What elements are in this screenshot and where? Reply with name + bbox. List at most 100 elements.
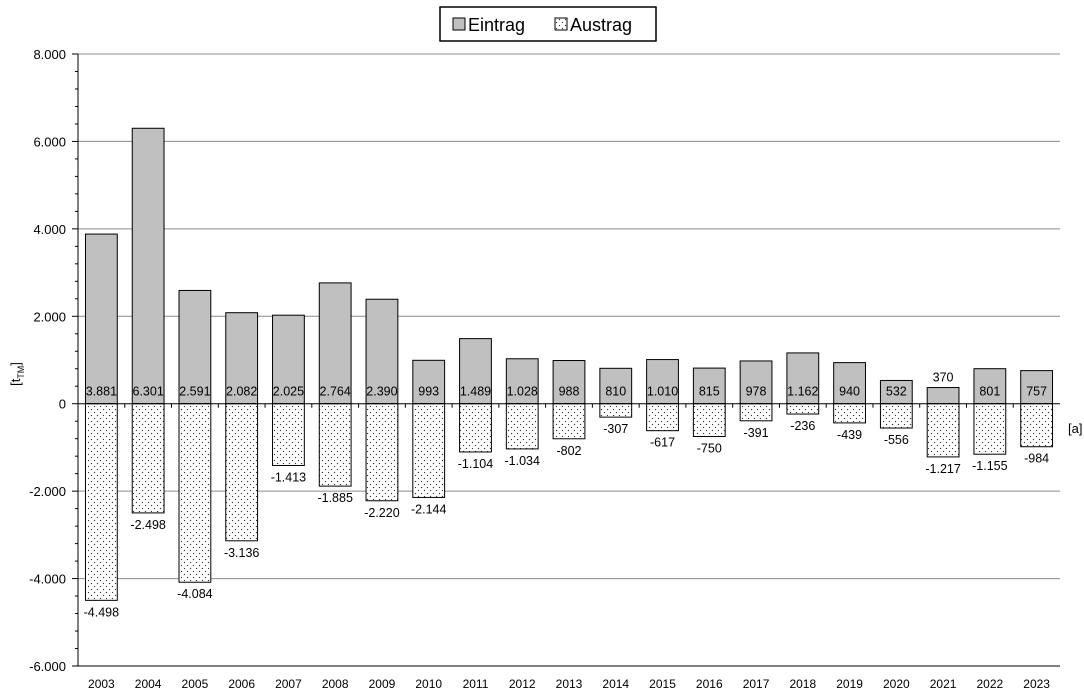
data-label-austrag: -1.104 (458, 457, 493, 471)
bar-eintrag (318, 282, 352, 405)
bar-eintrag (833, 362, 866, 405)
legend-box (439, 6, 657, 42)
bar-eintrag (692, 367, 726, 405)
x-tick-label: 2020 (883, 677, 910, 689)
bar-austrag (318, 403, 352, 487)
data-label-austrag: -391 (744, 426, 769, 440)
data-label-eintrag: 988 (559, 385, 580, 399)
data-label-eintrag: 2.025 (273, 385, 304, 399)
bar-austrag (973, 403, 1007, 455)
data-label-austrag: -617 (650, 436, 675, 450)
data-label-eintrag: 370 (933, 371, 954, 385)
bar-austrag (225, 403, 259, 542)
x-tick-label: 2007 (275, 677, 302, 689)
data-label-austrag: -2.498 (130, 518, 165, 532)
x-tick-label: 2010 (415, 677, 442, 689)
data-label-eintrag: 6.301 (133, 385, 164, 399)
bar-eintrag (131, 127, 165, 405)
y-tick-label: 2.000 (33, 309, 66, 324)
data-label-austrag: -1.217 (925, 462, 960, 476)
bar-eintrag (739, 360, 773, 405)
bar-austrag (786, 403, 820, 415)
data-label-austrag: -2.220 (364, 506, 399, 520)
x-tick-label: 2019 (836, 677, 863, 689)
data-label-eintrag: 532 (886, 385, 907, 399)
bar-austrag (692, 403, 726, 438)
x-tick-label: 2018 (789, 677, 816, 689)
bar-eintrag (599, 367, 633, 405)
bar-austrag (646, 403, 679, 432)
y-tick-label: 6.000 (33, 134, 66, 149)
bar-austrag (1020, 403, 1054, 448)
data-label-austrag: -236 (790, 419, 815, 433)
y-tick-label: 4.000 (33, 222, 66, 237)
data-label-austrag: -4.084 (177, 587, 212, 601)
x-tick-label: 2021 (930, 677, 957, 689)
x-axis-title: [a] (1068, 421, 1082, 436)
legend-label-eintrag: Eintrag (468, 15, 525, 35)
bar-eintrag (926, 387, 960, 405)
bar-eintrag (646, 359, 679, 405)
data-label-austrag: -4.498 (84, 605, 119, 619)
data-label-austrag: -1.885 (317, 491, 352, 505)
data-label-eintrag: 2.591 (179, 385, 210, 399)
data-label-eintrag: 757 (1026, 385, 1047, 399)
x-tick-label: 2014 (602, 677, 629, 689)
bar-austrag (552, 403, 586, 440)
bar-austrag (178, 403, 212, 583)
data-label-eintrag: 993 (418, 385, 439, 399)
x-tick-label: 2004 (135, 677, 162, 689)
y-tick-label: -2.000 (29, 484, 66, 499)
bar-austrag (833, 403, 866, 424)
bar-eintrag (786, 352, 820, 405)
data-label-austrag: -556 (884, 433, 909, 447)
x-tick-label: 2009 (369, 677, 396, 689)
x-tick-label: 2003 (88, 677, 115, 689)
bar-austrag (272, 403, 305, 466)
axes: -6.000 -4.000 -2.000 0 2.000 4.000 6.000 8.000 2… (29, 47, 1060, 689)
x-tick-label: 2017 (743, 677, 770, 689)
y-tick-label: 0 (59, 397, 66, 412)
data-label-eintrag: 1.489 (460, 385, 491, 399)
bar-austrag (131, 403, 165, 514)
x-tick-label: 2013 (556, 677, 583, 689)
data-label-austrag: -1.034 (505, 454, 540, 468)
bar-eintrag (84, 233, 118, 405)
data-label-eintrag: 940 (839, 385, 860, 399)
x-tick-label: 2016 (696, 677, 723, 689)
data-label-eintrag: 3.881 (86, 385, 117, 399)
bar-austrag (84, 403, 118, 601)
legend-swatch-eintrag (452, 17, 466, 31)
y-tick-label: -4.000 (29, 572, 66, 587)
data-label-austrag: -1.155 (972, 459, 1007, 473)
data-label-eintrag: 1.010 (647, 385, 678, 399)
data-label-eintrag: 2.082 (226, 385, 257, 399)
x-tick-label: 2012 (509, 677, 536, 689)
data-label-eintrag: 2.764 (320, 385, 351, 399)
legend-label-austrag: Austrag (570, 15, 632, 35)
bar-eintrag (412, 359, 446, 405)
x-tick-label: 2023 (1023, 677, 1050, 689)
bar-eintrag (505, 358, 539, 405)
data-labels: 3.881 -4.498 6.301 -2.498 2.591 -4.084 2.082 -3… (84, 371, 1050, 620)
data-label-eintrag: 2.390 (366, 385, 397, 399)
data-label-eintrag: 815 (699, 385, 720, 399)
x-tick-label: 2006 (228, 677, 255, 689)
bar-eintrag (225, 312, 259, 405)
data-label-austrag: -802 (556, 444, 581, 458)
bar-austrag (365, 403, 399, 502)
bar-austrag (879, 403, 913, 429)
legend: Eintrag Austrag (439, 6, 657, 42)
legend-swatch-austrag (554, 17, 568, 31)
data-label-austrag: -439 (837, 428, 862, 442)
bar-eintrag (365, 298, 399, 405)
bar-austrag (739, 403, 773, 422)
x-tick-label: 2005 (182, 677, 209, 689)
x-tick-label: 2008 (322, 677, 349, 689)
y-tick-label: 8.000 (33, 47, 66, 62)
data-label-austrag: -2.144 (411, 502, 446, 516)
y-axis-title: [tTM] (8, 362, 26, 386)
data-label-austrag: -1.413 (271, 470, 306, 484)
bar-eintrag (459, 338, 492, 405)
